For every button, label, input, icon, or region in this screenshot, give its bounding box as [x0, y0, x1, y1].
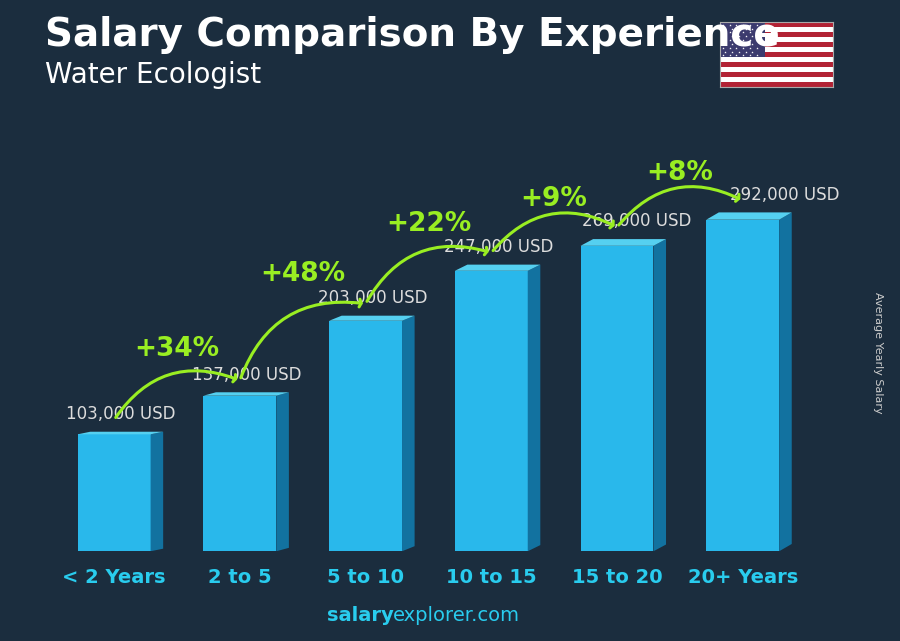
Text: +34%: +34%: [134, 336, 220, 362]
Text: 103,000 USD: 103,000 USD: [67, 405, 176, 423]
Polygon shape: [527, 265, 540, 551]
Bar: [720, 37, 832, 42]
Polygon shape: [276, 392, 289, 551]
Text: 247,000 USD: 247,000 USD: [444, 238, 553, 256]
Text: Salary Comparison By Experience: Salary Comparison By Experience: [45, 16, 779, 54]
Bar: [720, 67, 832, 72]
Bar: [720, 72, 832, 77]
Bar: [329, 320, 402, 551]
Bar: [720, 77, 832, 81]
Text: +8%: +8%: [646, 160, 714, 186]
Text: 269,000 USD: 269,000 USD: [581, 212, 691, 230]
Bar: [720, 22, 765, 57]
Polygon shape: [150, 432, 163, 551]
Polygon shape: [454, 265, 540, 271]
Bar: [720, 28, 832, 32]
Text: explorer.com: explorer.com: [393, 606, 520, 625]
Bar: [706, 220, 779, 551]
Text: 137,000 USD: 137,000 USD: [192, 365, 302, 383]
Bar: [720, 81, 832, 87]
Text: +48%: +48%: [260, 261, 346, 287]
Bar: [77, 435, 150, 551]
Bar: [720, 52, 832, 57]
Polygon shape: [779, 212, 792, 551]
Polygon shape: [402, 315, 415, 551]
Text: 292,000 USD: 292,000 USD: [730, 186, 840, 204]
Text: +9%: +9%: [521, 186, 588, 212]
Text: +22%: +22%: [386, 211, 471, 237]
Polygon shape: [329, 315, 415, 320]
Bar: [720, 47, 832, 52]
Polygon shape: [706, 212, 792, 220]
Polygon shape: [203, 392, 289, 395]
Text: Average Yearly Salary: Average Yearly Salary: [873, 292, 884, 413]
Bar: [454, 271, 527, 551]
Bar: [720, 42, 832, 47]
Polygon shape: [77, 432, 163, 435]
Bar: [203, 395, 276, 551]
Bar: [720, 32, 832, 37]
Bar: [720, 22, 832, 28]
Bar: [580, 246, 653, 551]
Polygon shape: [580, 239, 666, 246]
Bar: [720, 62, 832, 67]
Text: Water Ecologist: Water Ecologist: [45, 61, 261, 89]
Bar: [720, 57, 832, 62]
Text: salary: salary: [327, 606, 393, 625]
Text: 203,000 USD: 203,000 USD: [318, 289, 428, 307]
Polygon shape: [653, 239, 666, 551]
